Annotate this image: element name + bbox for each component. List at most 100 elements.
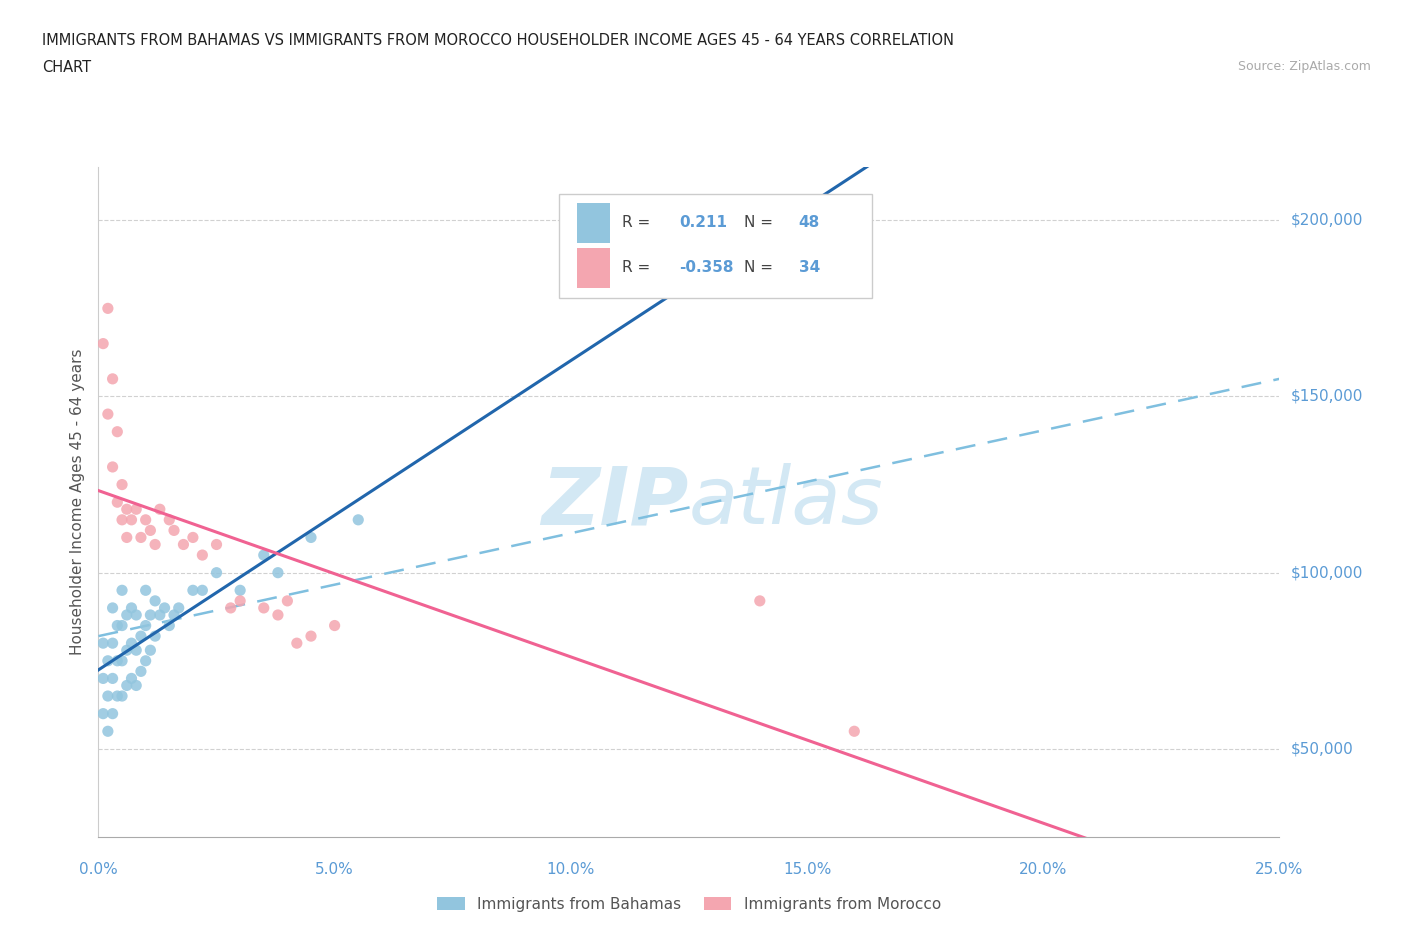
Point: [143, 593, 166, 608]
Text: IMMIGRANTS FROM BAHAMAS VS IMMIGRANTS FROM MOROCCO HOUSEHOLDER INCOME AGES 45 - : IMMIGRANTS FROM BAHAMAS VS IMMIGRANTS FR…: [42, 33, 955, 47]
Point: [139, 523, 162, 538]
Point: [105, 618, 128, 633]
Point: [121, 601, 143, 616]
Point: [253, 601, 276, 616]
Text: 15.0%: 15.0%: [783, 862, 831, 877]
Text: 0.211: 0.211: [679, 216, 727, 231]
Point: [267, 565, 290, 580]
Point: [143, 537, 166, 551]
Bar: [576, 247, 610, 288]
Point: [229, 593, 252, 608]
Text: $100,000: $100,000: [1291, 565, 1362, 580]
Point: [299, 530, 322, 545]
Point: [111, 654, 134, 669]
Text: CHART: CHART: [42, 60, 91, 75]
Point: [91, 671, 114, 685]
Point: [748, 593, 770, 608]
Text: $50,000: $50,000: [1291, 741, 1354, 756]
Point: [181, 583, 204, 598]
Point: [191, 548, 214, 563]
Text: Source: ZipAtlas.com: Source: ZipAtlas.com: [1237, 60, 1371, 73]
Point: [121, 636, 143, 651]
Point: [181, 530, 204, 545]
Point: [135, 654, 157, 669]
Point: [97, 688, 120, 703]
Point: [105, 495, 128, 510]
Point: [143, 629, 166, 644]
Point: [129, 530, 152, 545]
Point: [101, 671, 124, 685]
Point: [111, 618, 134, 633]
Bar: [576, 203, 610, 243]
Point: [115, 607, 138, 622]
Point: [157, 618, 180, 633]
Point: [149, 502, 172, 517]
Point: [229, 583, 252, 598]
Point: [97, 406, 120, 421]
Point: [121, 671, 143, 685]
Point: [253, 548, 276, 563]
Point: [111, 583, 134, 598]
Text: 5.0%: 5.0%: [315, 862, 354, 877]
Point: [115, 678, 138, 693]
Point: [205, 537, 228, 551]
Point: [219, 601, 242, 616]
Text: 25.0%: 25.0%: [1256, 862, 1303, 877]
Point: [121, 512, 143, 527]
Point: [125, 643, 148, 658]
Point: [163, 607, 186, 622]
Text: atlas: atlas: [689, 463, 884, 541]
Point: [163, 523, 186, 538]
Point: [97, 654, 120, 669]
Point: [91, 636, 114, 651]
Point: [347, 512, 370, 527]
Text: 48: 48: [799, 216, 820, 231]
Point: [115, 530, 138, 545]
Point: [299, 629, 322, 644]
Text: N =: N =: [744, 260, 779, 275]
Point: [267, 607, 290, 622]
Point: [101, 459, 124, 474]
Point: [129, 629, 152, 644]
Text: 10.0%: 10.0%: [547, 862, 595, 877]
Point: [105, 688, 128, 703]
Point: [97, 301, 120, 316]
Text: 34: 34: [799, 260, 820, 275]
Point: [135, 512, 157, 527]
Point: [101, 636, 124, 651]
Point: [149, 607, 172, 622]
Text: 20.0%: 20.0%: [1019, 862, 1067, 877]
Point: [139, 643, 162, 658]
Text: ZIP: ZIP: [541, 463, 689, 541]
Text: -0.358: -0.358: [679, 260, 734, 275]
Point: [97, 724, 120, 738]
Point: [285, 636, 308, 651]
Point: [101, 601, 124, 616]
Point: [105, 654, 128, 669]
Point: [844, 724, 866, 738]
Text: R =: R =: [621, 260, 655, 275]
Point: [135, 583, 157, 598]
Point: [111, 688, 134, 703]
Text: 0.0%: 0.0%: [79, 862, 118, 877]
Point: [157, 512, 180, 527]
Y-axis label: Householder Income Ages 45 - 64 years: Householder Income Ages 45 - 64 years: [69, 349, 84, 656]
FancyBboxPatch shape: [560, 194, 872, 298]
Point: [125, 502, 148, 517]
Text: N =: N =: [744, 216, 779, 231]
Text: R =: R =: [621, 216, 655, 231]
Point: [111, 512, 134, 527]
Point: [101, 371, 124, 386]
Point: [276, 593, 298, 608]
Point: [153, 601, 176, 616]
Point: [125, 678, 148, 693]
Text: $200,000: $200,000: [1291, 213, 1362, 228]
Point: [205, 565, 228, 580]
Point: [91, 706, 114, 721]
Point: [91, 336, 114, 351]
Point: [323, 618, 346, 633]
Point: [105, 424, 128, 439]
Point: [167, 601, 190, 616]
Point: [125, 607, 148, 622]
Point: [101, 706, 124, 721]
